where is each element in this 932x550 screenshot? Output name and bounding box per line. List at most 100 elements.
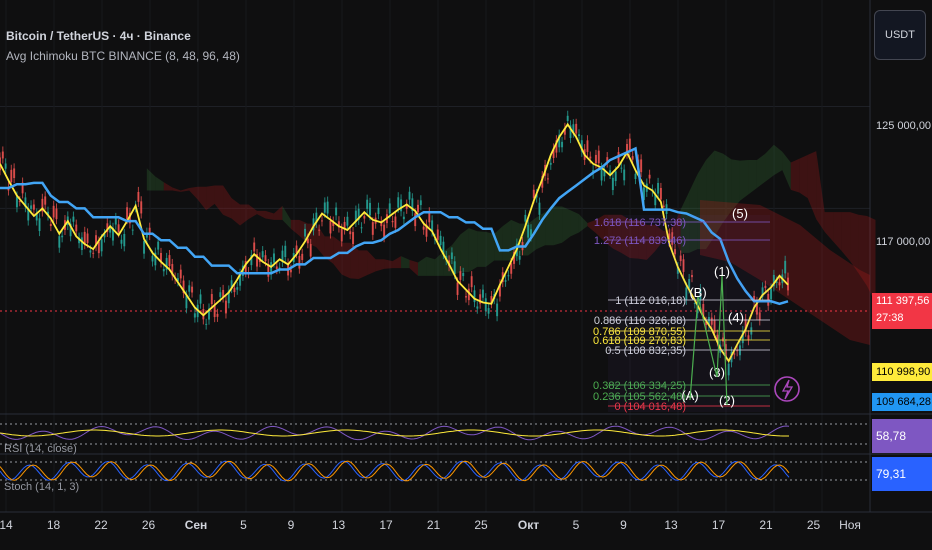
candle-body: [770, 288, 773, 300]
ichimoku-cloud-segment: [646, 224, 656, 260]
series-line: [0, 122, 789, 363]
ichimoku-cloud-segment: [629, 219, 639, 259]
symbol-title[interactable]: Bitcoin / TetherUS · 4ч · Binance: [6, 29, 191, 43]
ichimoku-cloud-segment: [756, 153, 766, 188]
ichimoku-cloud-segment: [426, 256, 435, 276]
candle-body: [405, 204, 408, 209]
time-axis-label: 17: [711, 518, 726, 532]
candle-body: [716, 334, 719, 342]
candle-body: [600, 167, 603, 181]
candle-body: [368, 202, 371, 216]
ichimoku-cloud-segment: [612, 214, 622, 253]
ichimoku-cloud-segment: [358, 250, 368, 279]
candle-body: [569, 125, 572, 138]
candle-body: [10, 169, 13, 183]
candle-body: [371, 222, 374, 235]
candle-body: [264, 255, 267, 262]
candle-body: [414, 213, 417, 227]
stoch-pane-title[interactable]: Stoch (14, 1, 3): [4, 481, 80, 493]
candle-body: [597, 150, 600, 164]
wave-label: (1): [714, 264, 730, 279]
candle-body: [671, 232, 674, 245]
candle-body: [439, 235, 442, 246]
candle-body: [532, 189, 535, 199]
rsi-value-tag: 58,78: [872, 419, 932, 453]
candle-body: [49, 224, 52, 227]
candle-body: [510, 263, 513, 274]
candle-body: [479, 294, 482, 304]
currency-unit-button[interactable]: USDT: [874, 10, 926, 60]
fib-level-label: 0.236 (105 562,48): [593, 391, 686, 403]
candle-body: [388, 203, 391, 214]
candle-body: [188, 285, 191, 292]
ichimoku-cloud-segment: [341, 242, 351, 279]
ichimoku-cloud-segment: [290, 219, 300, 236]
candle-body: [55, 208, 58, 220]
fib-level-label: 0 (104 016,48): [614, 401, 686, 413]
candle-body: [408, 191, 411, 200]
candle-body: [148, 227, 151, 236]
candle-body: [24, 197, 27, 208]
candle-body: [577, 134, 580, 137]
candle-body: [758, 312, 761, 321]
candle-body: [35, 213, 38, 221]
candle-body: [623, 169, 626, 181]
candle-body: [250, 255, 253, 266]
ichimoku-cloud-segment: [468, 228, 478, 272]
ichimoku-cloud-segment: [731, 159, 740, 211]
candle-body: [611, 177, 614, 191]
ichimoku-cloud-segment: [833, 212, 842, 251]
candle-body: [558, 134, 561, 148]
candle-body: [397, 197, 400, 208]
ichimoku-cloud-segment: [799, 154, 808, 199]
last-price-tag: 111 397,56 27:38: [872, 293, 932, 329]
candle-body: [419, 200, 422, 206]
candle-body: [699, 289, 702, 301]
time-axis-label: Сен: [184, 518, 208, 532]
candle-body: [702, 304, 705, 317]
candle-body: [476, 306, 479, 309]
candle-body: [213, 305, 216, 318]
ichimoku-cloud-segment: [739, 160, 749, 201]
ichimoku-cloud-segment: [570, 210, 579, 237]
ichimoku-cloud-segment: [146, 168, 156, 191]
candle-body: [270, 262, 273, 275]
blue-line-price-tag: 109 684,28: [872, 393, 932, 411]
candle-body: [312, 218, 315, 231]
candle-body: [484, 298, 487, 311]
indicator-legend[interactable]: Avg Ichimoku BTC BINANCE (8, 48, 96, 48): [6, 49, 240, 63]
ichimoku-cloud-segment: [155, 176, 164, 191]
candle-body: [126, 207, 129, 220]
ichimoku-cloud-segment: [206, 185, 215, 211]
candle-body: [453, 261, 456, 275]
ichimoku-cloud-segment: [434, 251, 444, 276]
ichimoku-cloud-segment: [858, 214, 868, 286]
ichimoku-cloud-segment: [578, 214, 588, 233]
candle-body: [41, 198, 44, 212]
candle-body: [552, 148, 555, 158]
ichimoku-cloud-segment: [180, 188, 190, 192]
candle-body: [38, 218, 41, 232]
candle-body: [210, 294, 213, 305]
candle-body: [30, 205, 33, 209]
candle-body: [58, 236, 61, 248]
candle-body: [278, 267, 281, 269]
rsi-pane-title[interactable]: RSI (14, close): [4, 443, 77, 455]
candle-body: [272, 253, 275, 263]
candle-body: [688, 279, 691, 289]
candle-body: [490, 296, 493, 304]
ichimoku-cloud-segment: [417, 256, 427, 276]
time-axis-label: 26: [141, 518, 156, 532]
candle-body: [128, 212, 131, 224]
candle-body: [459, 271, 462, 280]
candle-body: [340, 228, 343, 242]
candle-body: [693, 303, 696, 305]
candle-body: [685, 287, 688, 300]
candle-body: [165, 257, 168, 270]
candle-body: [481, 289, 484, 298]
candle-body: [755, 301, 758, 315]
candle-body: [784, 260, 787, 274]
candle-body: [662, 205, 665, 208]
candle-body: [69, 223, 72, 237]
